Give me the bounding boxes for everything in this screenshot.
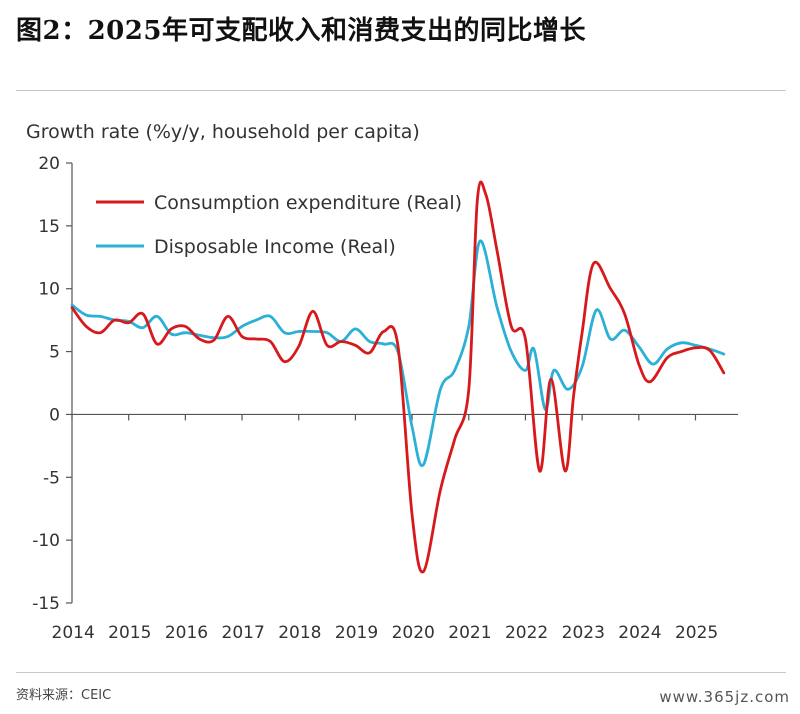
x-tick-label: 2022 <box>505 623 548 643</box>
x-tick-label: 2024 <box>618 623 661 643</box>
x-tick-label: 2016 <box>165 623 208 643</box>
y-tick-label: -5 <box>43 468 60 488</box>
y-tick-label: -10 <box>32 531 60 551</box>
y-tick-label: 15 <box>38 217 60 237</box>
watermark-text: www.365jz.com <box>659 688 790 706</box>
y-tick-label: 5 <box>49 343 60 363</box>
x-tick-label: 2014 <box>52 623 95 643</box>
top-divider <box>16 90 786 91</box>
x-tick-label: 2017 <box>222 623 265 643</box>
x-tick-label: 2020 <box>392 623 435 643</box>
figure-title: 图2：2025年可支配收入和消费支出的同比增长 <box>16 16 586 46</box>
x-tick-label: 2023 <box>562 623 605 643</box>
income-series-line <box>70 239 726 468</box>
y-tick-label: 0 <box>49 405 60 425</box>
x-tick-label: 2021 <box>448 623 491 643</box>
y-axis-label: Growth rate (%y/y, household per capita) <box>26 121 420 143</box>
chart-legend: Consumption expenditure (Real) Disposable… <box>96 192 462 258</box>
legend-consumption-label: Consumption expenditure (Real) <box>154 192 462 214</box>
x-tick-label: 2025 <box>675 623 718 643</box>
source-note: 资料来源：CEIC <box>16 688 112 703</box>
x-tick-label: 2015 <box>108 623 151 643</box>
y-tick-label: -15 <box>32 594 60 614</box>
bottom-divider <box>16 672 786 673</box>
y-tick-label: 20 <box>38 154 60 174</box>
chart-series <box>70 180 726 574</box>
consumption-series-line <box>70 180 726 574</box>
legend-income-label: Disposable Income (Real) <box>154 236 396 258</box>
x-tick-label: 2019 <box>335 623 378 643</box>
y-tick-label: 10 <box>38 280 60 300</box>
x-tick-label: 2018 <box>278 623 321 643</box>
